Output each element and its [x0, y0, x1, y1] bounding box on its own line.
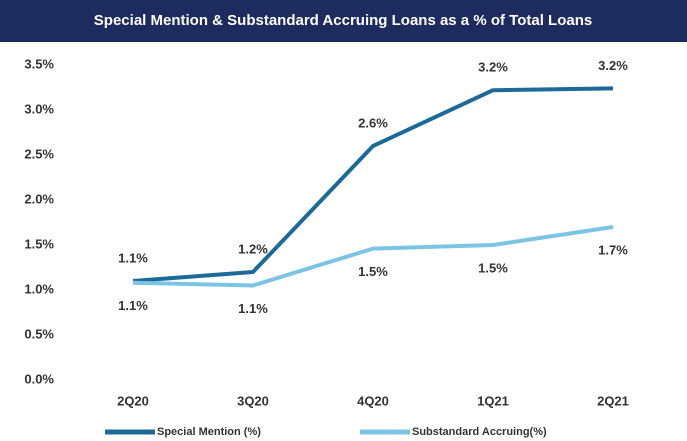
x-tick-label: 1Q21	[477, 393, 509, 408]
data-label: 2.6%	[358, 115, 388, 130]
data-label: 3.2%	[478, 60, 508, 75]
x-tick-label: 4Q20	[357, 393, 389, 408]
data-label: 1.1%	[238, 301, 268, 316]
chart-title: Special Mention & Substandard Accruing L…	[94, 12, 592, 29]
y-tick-label: 3.0%	[24, 101, 54, 116]
series-line	[132, 225, 614, 288]
y-tick-label: 0.5%	[24, 326, 54, 341]
data-label: 1.5%	[358, 264, 388, 279]
y-tick-label: 2.0%	[24, 191, 54, 206]
y-tick-label: 2.5%	[24, 146, 54, 161]
data-label: 1.2%	[238, 241, 268, 256]
data-label: 1.1%	[118, 250, 148, 265]
x-tick-label: 2Q20	[117, 393, 149, 408]
x-tick-label: 2Q21	[597, 393, 629, 408]
data-label: 1.1%	[118, 298, 148, 313]
y-tick-label: 0.0%	[24, 371, 54, 386]
title-banner	[0, 0, 687, 42]
legend-label: Substandard Accruing(%)	[412, 426, 547, 438]
y-tick-label: 1.5%	[24, 236, 54, 251]
series-line	[132, 86, 614, 283]
data-label: 3.2%	[598, 58, 628, 73]
y-tick-label: 3.5%	[24, 56, 54, 71]
legend-label: Special Mention (%)	[157, 426, 261, 438]
y-tick-label: 1.0%	[24, 281, 54, 296]
data-label: 1.5%	[478, 260, 508, 275]
x-tick-label: 3Q20	[237, 393, 269, 408]
data-label: 1.7%	[598, 242, 628, 257]
